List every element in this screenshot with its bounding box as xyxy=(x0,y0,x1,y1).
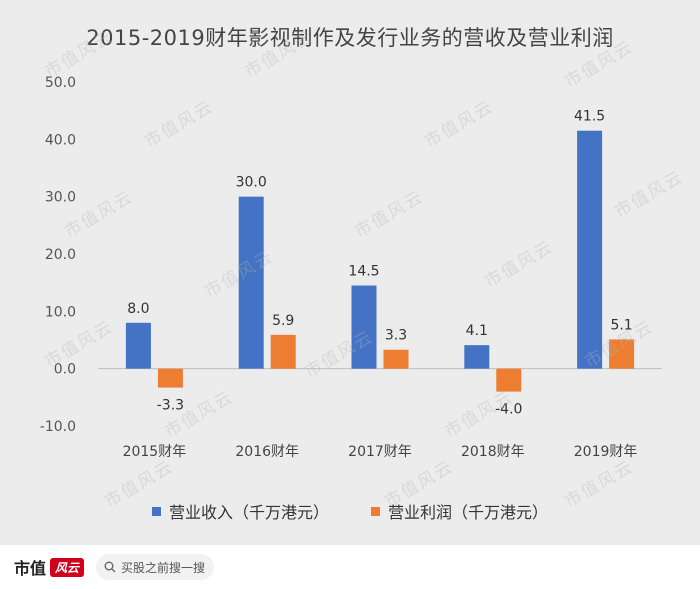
search-box[interactable]: 买股之前搜一搜 xyxy=(96,554,215,580)
legend-item-profit: 营业利润（千万港元） xyxy=(371,499,548,523)
legend-label-revenue: 营业收入（千万港元） xyxy=(168,503,329,522)
legend: 营业收入（千万港元） 营业利润（千万港元） xyxy=(0,499,700,523)
revenue-data-label: 14.5 xyxy=(348,264,379,280)
profit-bar xyxy=(609,339,635,369)
profit-bar xyxy=(383,349,409,369)
profit-bar xyxy=(270,334,296,369)
legend-swatch-revenue xyxy=(151,506,161,516)
bar-chart: -10.0 0.0 10.0 20.0 30.0 40.0 50.0 8.0 -3.3 2015财… xyxy=(40,75,662,460)
brand[interactable]: 市值 风云 xyxy=(14,555,85,579)
revenue-bar xyxy=(464,345,490,369)
search-icon xyxy=(104,561,116,573)
legend-label-profit: 营业利润（千万港元） xyxy=(388,503,549,522)
profit-data-label: 3.3 xyxy=(385,328,407,344)
profit-bar xyxy=(157,368,183,388)
profit-bar xyxy=(496,368,522,392)
chart-card: 2015-2019财年影视制作及发行业务的营收及营业利润 -10.0 0.0 10.… xyxy=(0,0,700,545)
y-tick-label: 10.0 xyxy=(45,304,76,320)
x-tick-label: 2015财年 xyxy=(123,444,187,460)
profit-data-label: 5.1 xyxy=(610,317,632,333)
legend-swatch-profit xyxy=(371,506,380,516)
profit-data-label: -3.3 xyxy=(157,398,184,414)
y-tick-label: 0.0 xyxy=(54,362,76,378)
x-tick-label: 2019财年 xyxy=(574,444,638,460)
revenue-data-label: 4.1 xyxy=(466,323,488,339)
profit-data-label: -4.0 xyxy=(495,402,522,418)
revenue-data-label: 8.0 xyxy=(127,301,149,317)
revenue-bar xyxy=(577,130,603,369)
profit-data-label: 5.9 xyxy=(272,313,294,329)
brand-name: 市值 xyxy=(14,559,47,578)
revenue-bar xyxy=(238,196,264,369)
x-tick-label: 2017财年 xyxy=(348,444,412,460)
legend-item-revenue: 营业收入（千万港元） xyxy=(151,499,329,523)
x-tick-label: 2016财年 xyxy=(235,444,299,460)
revenue-data-label: 30.0 xyxy=(236,175,267,191)
brand-logo: 风云 xyxy=(50,557,85,577)
search-placeholder: 买股之前搜一搜 xyxy=(121,560,206,575)
y-tick-label: -10.0 xyxy=(40,419,76,435)
revenue-bar xyxy=(125,322,151,369)
revenue-bar xyxy=(351,285,377,369)
chart-title: 2015-2019财年影视制作及发行业务的营收及营业利润 xyxy=(86,26,614,50)
footer-bar: 市值 风云 买股之前搜一搜 xyxy=(0,545,700,589)
y-tick-label: 50.0 xyxy=(45,75,76,91)
revenue-data-label: 41.5 xyxy=(574,109,605,125)
y-tick-label: 40.0 xyxy=(45,132,76,148)
y-tick-label: 30.0 xyxy=(45,190,76,206)
y-tick-label: 20.0 xyxy=(45,247,76,263)
x-tick-label: 2018财年 xyxy=(461,444,525,460)
